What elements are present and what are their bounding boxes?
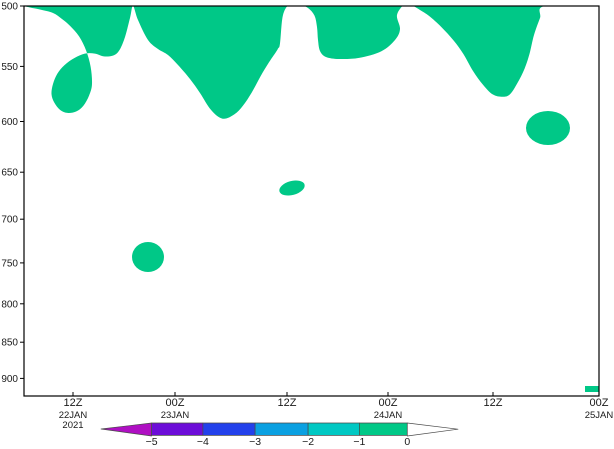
svg-text:00Z: 00Z bbox=[590, 397, 609, 409]
svg-text:−5: −5 bbox=[146, 436, 158, 448]
svg-text:−3: −3 bbox=[249, 436, 261, 448]
svg-text:00Z: 00Z bbox=[379, 397, 398, 409]
svg-text:600: 600 bbox=[1, 117, 18, 128]
svg-text:−4: −4 bbox=[197, 436, 209, 448]
svg-text:−1: −1 bbox=[353, 436, 365, 448]
svg-text:850: 850 bbox=[1, 338, 18, 349]
svg-text:25JAN: 25JAN bbox=[585, 410, 614, 421]
svg-text:650: 650 bbox=[1, 168, 18, 179]
svg-text:23JAN: 23JAN bbox=[161, 410, 190, 421]
svg-text:0: 0 bbox=[404, 436, 410, 448]
svg-text:12Z: 12Z bbox=[278, 397, 297, 409]
svg-text:12Z: 12Z bbox=[484, 397, 503, 409]
svg-text:00Z: 00Z bbox=[166, 397, 185, 409]
svg-text:750: 750 bbox=[1, 258, 18, 269]
svg-text:900: 900 bbox=[1, 374, 18, 385]
svg-text:500: 500 bbox=[1, 2, 18, 13]
svg-text:700: 700 bbox=[1, 215, 18, 226]
svg-text:800: 800 bbox=[1, 299, 18, 310]
svg-text:12Z: 12Z bbox=[64, 397, 83, 409]
svg-text:550: 550 bbox=[1, 62, 18, 73]
svg-text:24JAN: 24JAN bbox=[374, 410, 403, 421]
svg-text:2021: 2021 bbox=[62, 420, 83, 431]
svg-text:−2: −2 bbox=[302, 436, 314, 448]
